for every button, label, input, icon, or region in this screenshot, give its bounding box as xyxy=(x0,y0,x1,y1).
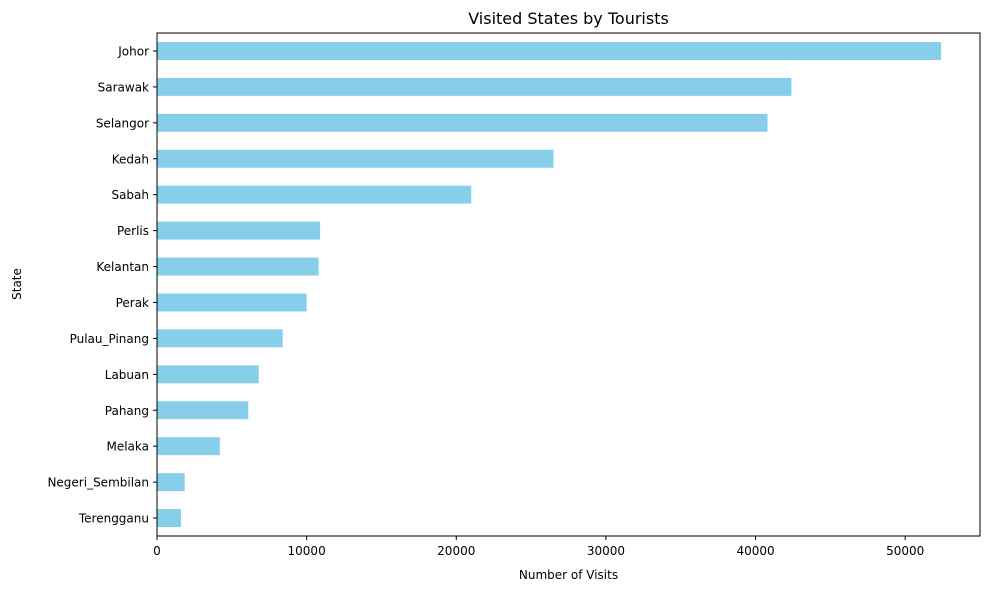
bar-pahang xyxy=(157,401,249,420)
x-tick-label: 0 xyxy=(153,544,161,558)
bar-selangor xyxy=(157,113,768,132)
y-tick-label: Pulau_Pinang xyxy=(70,332,149,346)
x-tick-label: 50000 xyxy=(886,544,924,558)
y-tick-label: Kelantan xyxy=(96,260,149,274)
x-tick-label: 10000 xyxy=(288,544,326,558)
x-tick-label: 40000 xyxy=(736,544,774,558)
y-tick-label: Kedah xyxy=(112,152,149,166)
y-tick-label: Pahang xyxy=(105,404,149,418)
axes-layer: Johor Sarawak Selangor Kedah Sabah Perlis Kela… xyxy=(47,32,981,558)
bar-kedah xyxy=(157,149,554,168)
chart-title: Visited States by Tourists xyxy=(468,9,669,28)
y-tick-label: Perak xyxy=(116,296,149,310)
y-tick-label: Terengganu xyxy=(78,512,149,526)
y-axis-label: State xyxy=(10,268,24,300)
bar-perlis xyxy=(157,221,321,240)
y-tick-label: Sabah xyxy=(111,188,149,202)
y-tick-label: Perlis xyxy=(117,224,149,238)
bars-layer xyxy=(157,41,942,528)
y-tick-label: Melaka xyxy=(106,440,149,454)
x-axis-label: Number of Visits xyxy=(519,568,618,582)
bar-pulau-pinang xyxy=(157,329,283,348)
bar-sarawak xyxy=(157,77,792,96)
y-tick-label: Johor xyxy=(117,44,149,58)
x-tick-label: 30000 xyxy=(587,544,625,558)
bar-johor xyxy=(157,41,942,60)
bar-melaka xyxy=(157,437,220,456)
plot-frame xyxy=(156,32,981,537)
y-tick-label: Selangor xyxy=(96,116,149,130)
bar-labuan xyxy=(157,365,259,384)
bar-perak xyxy=(157,293,307,312)
bar-kelantan xyxy=(157,257,319,276)
bar-negeri-sembilan xyxy=(157,473,185,492)
x-tick-label: 20000 xyxy=(437,544,475,558)
y-tick-label: Labuan xyxy=(105,368,149,382)
y-tick-label: Negeri_Sembilan xyxy=(47,476,149,490)
y-tick-label: Sarawak xyxy=(98,80,149,94)
bar-sabah xyxy=(157,185,472,204)
bar-terengganu xyxy=(157,509,181,528)
